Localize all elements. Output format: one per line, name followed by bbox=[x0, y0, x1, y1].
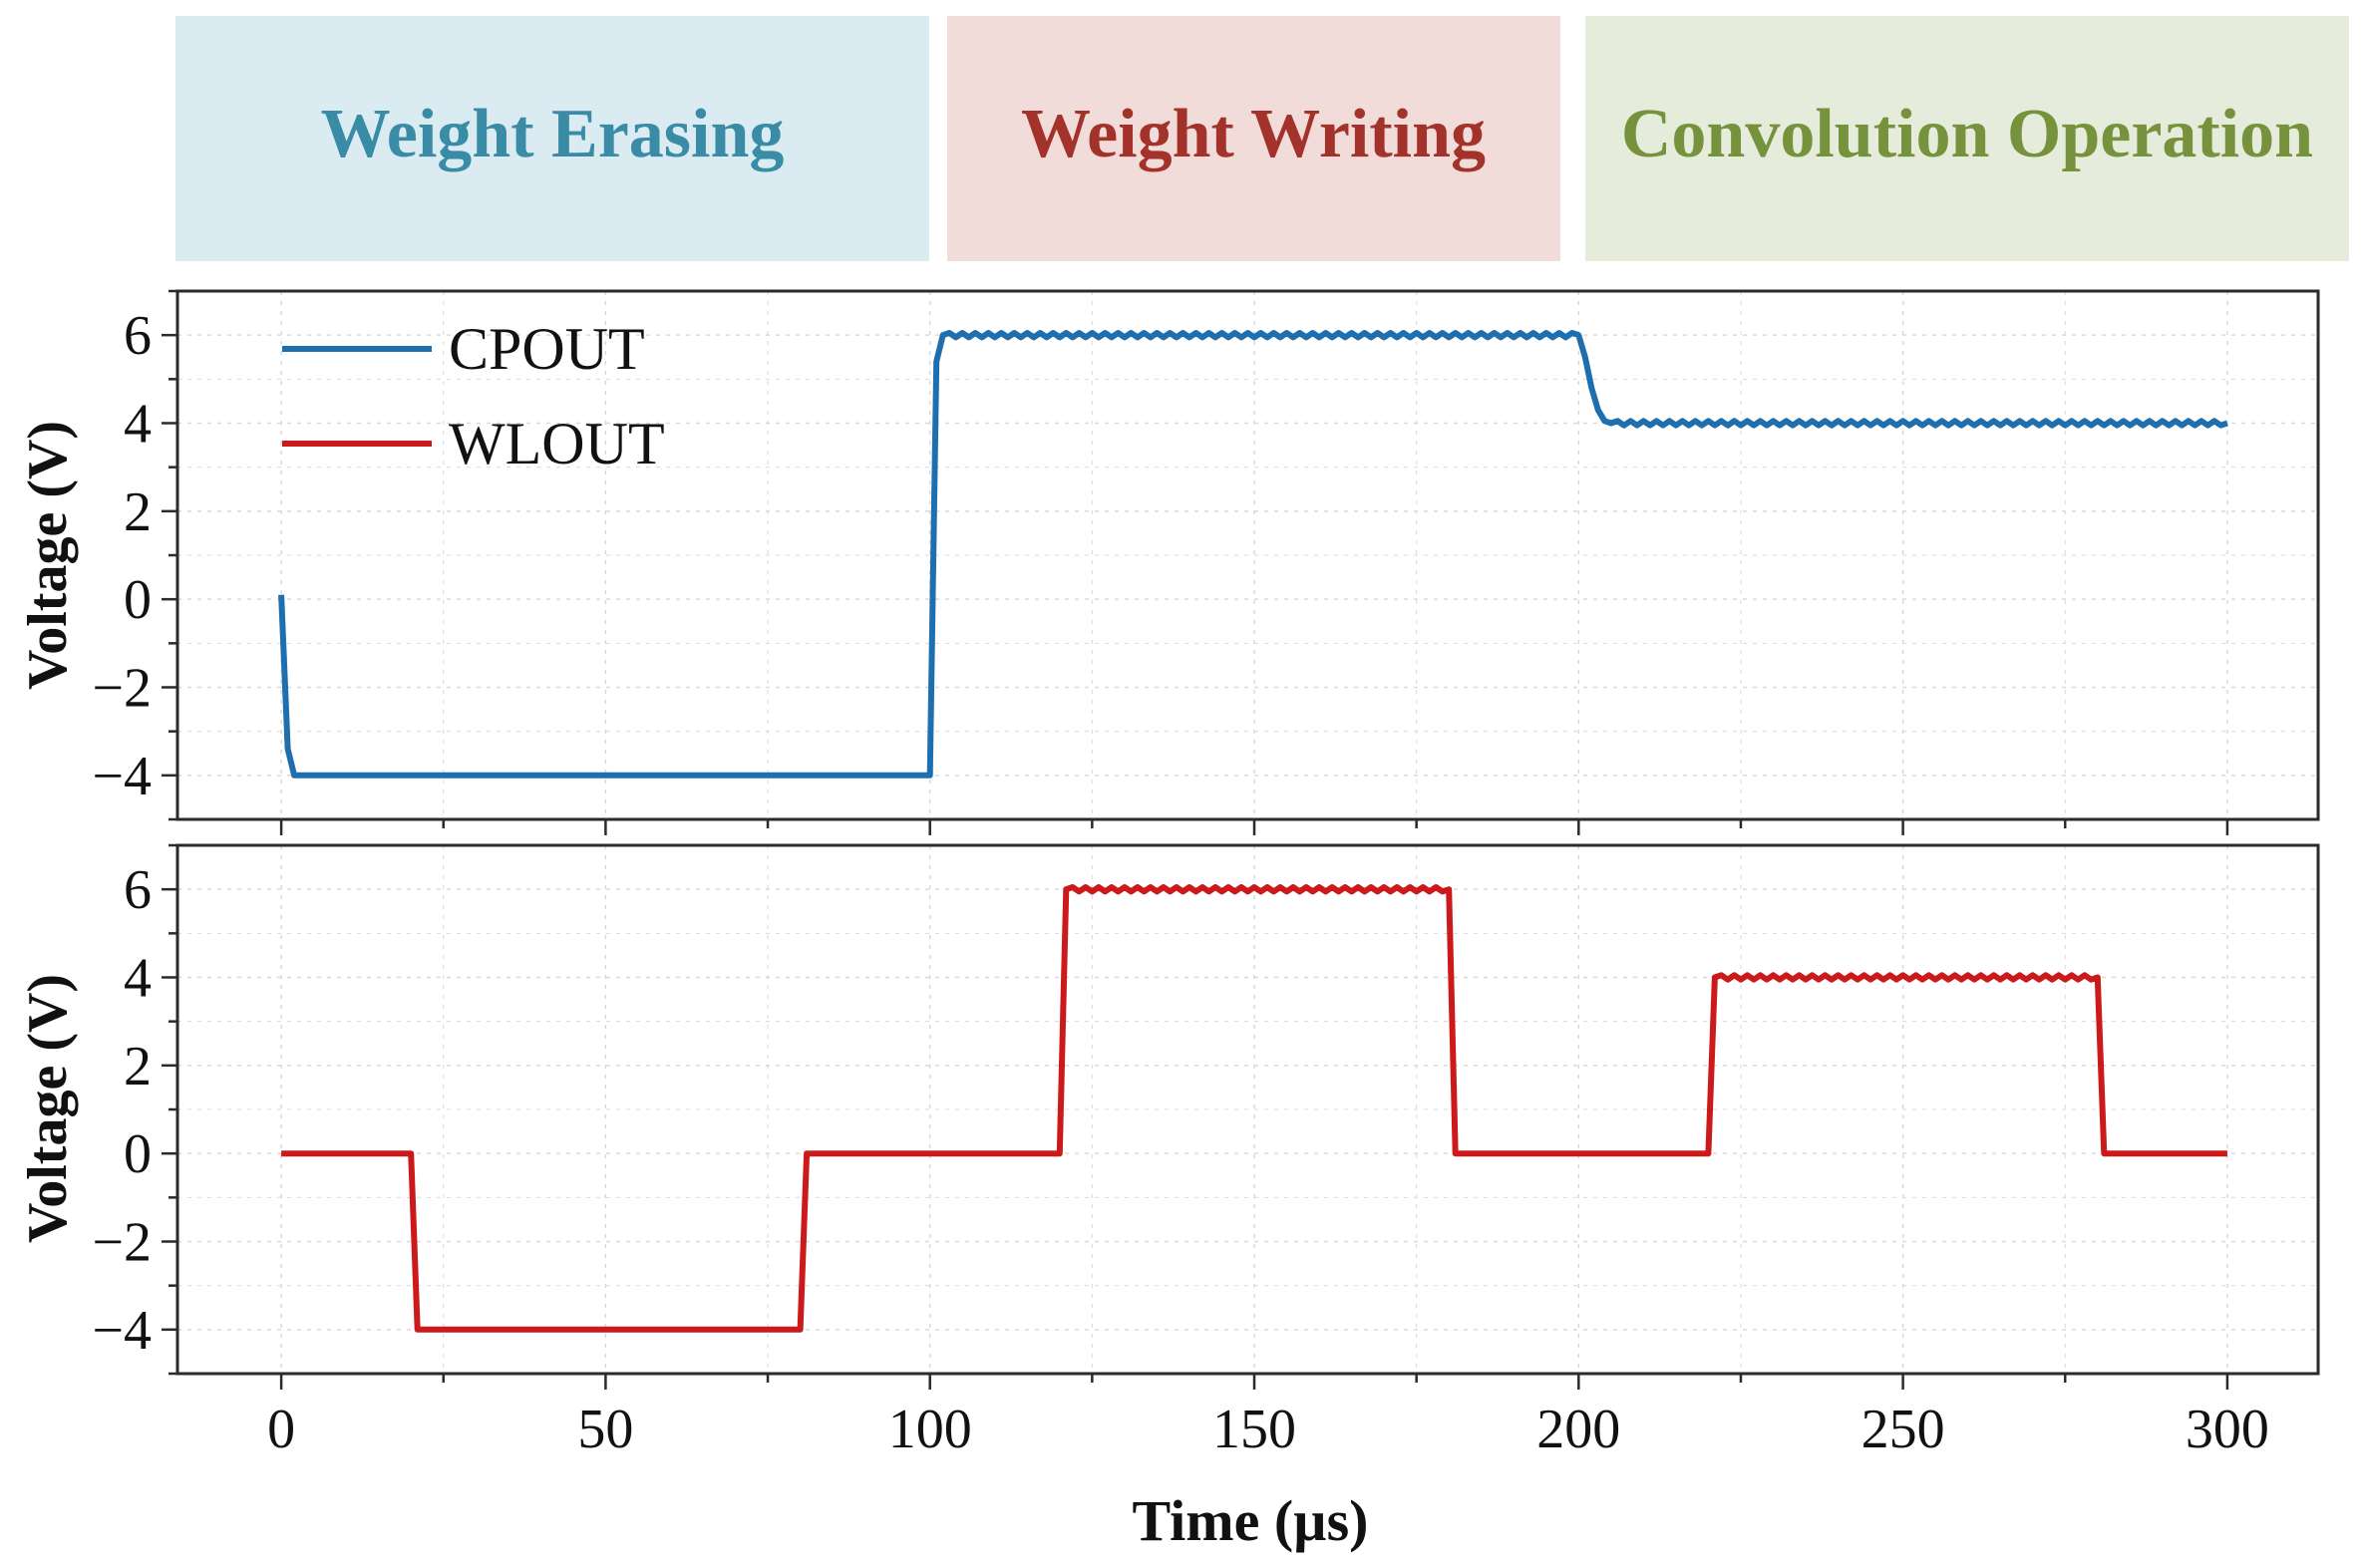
phase-box-weight-erasing bbox=[175, 16, 929, 261]
phase-label-weight-erasing: Weight Erasing bbox=[321, 96, 785, 172]
x-tick-label: 100 bbox=[888, 1399, 972, 1460]
top-plot-frame bbox=[175, 289, 2320, 821]
bottom-y-tick-label: 6 bbox=[124, 859, 152, 921]
phase-label-weight-writing: Weight Writing bbox=[1021, 96, 1486, 172]
top-panel: 6 4 2 0 −2 −4 Voltage (V) CPOUT WLOUT bbox=[17, 289, 2320, 835]
top-y-tick-label: −4 bbox=[92, 746, 152, 807]
legend-cpout-label: CPOUT bbox=[449, 316, 645, 382]
bottom-grid bbox=[177, 845, 2318, 1374]
x-tick-label: 300 bbox=[2186, 1399, 2269, 1460]
x-tick-label: 0 bbox=[267, 1399, 295, 1460]
x-tick-labels: 0 50 100 150 200 250 300 bbox=[267, 1399, 2269, 1460]
bottom-y-tick-label: −2 bbox=[92, 1212, 152, 1274]
bottom-y-axis-label: Voltage (V) bbox=[17, 974, 79, 1243]
top-y-axis-label: Voltage (V) bbox=[17, 421, 79, 690]
top-grid bbox=[177, 291, 2318, 819]
bottom-tick-labels: 6 4 2 0 −2 −4 bbox=[92, 859, 152, 1362]
x-axis-label: Time (µs) bbox=[1133, 1488, 1369, 1553]
top-y-tick-label: 6 bbox=[124, 305, 152, 367]
x-tick-label: 50 bbox=[577, 1399, 633, 1460]
bottom-y-tick-label: 0 bbox=[124, 1123, 152, 1185]
cpout-line bbox=[278, 330, 2228, 779]
phase-label-convolution-operation: Convolution Operation bbox=[1621, 96, 2313, 172]
bottom-plot-frame bbox=[175, 843, 2320, 1376]
top-y-tick-label: 4 bbox=[124, 394, 152, 456]
bottom-y-tick-label: −4 bbox=[92, 1300, 152, 1362]
bottom-ticks bbox=[162, 843, 2229, 1390]
x-tick-label: 250 bbox=[1861, 1399, 1945, 1460]
x-tick-label: 200 bbox=[1536, 1399, 1620, 1460]
top-y-tick-label: 0 bbox=[124, 569, 152, 631]
bottom-y-tick-label: 4 bbox=[124, 948, 152, 1010]
bottom-y-tick-label: 2 bbox=[124, 1036, 152, 1098]
legend: CPOUT WLOUT bbox=[282, 316, 665, 476]
top-ticks bbox=[162, 289, 2229, 835]
wlout-line bbox=[281, 884, 2227, 1333]
top-tick-labels: 6 4 2 0 −2 −4 bbox=[92, 305, 152, 807]
phase-box-weight-writing bbox=[947, 16, 1560, 261]
top-y-tick-label: −2 bbox=[92, 658, 152, 720]
phase-box-convolution-operation bbox=[1585, 16, 2349, 261]
x-tick-label: 150 bbox=[1212, 1399, 1296, 1460]
top-y-tick-label: 2 bbox=[124, 481, 152, 543]
legend-wlout-label: WLOUT bbox=[449, 411, 665, 476]
phase-headers: Weight Erasing Weight Writing Convolutio… bbox=[175, 16, 2349, 261]
